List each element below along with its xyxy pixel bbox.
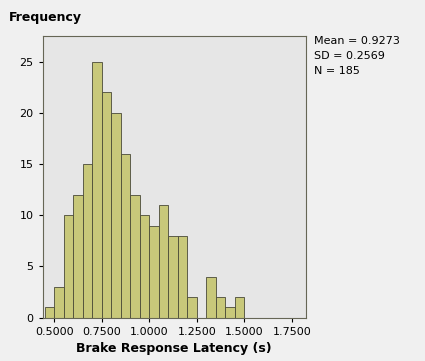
Bar xyxy=(140,215,149,318)
Bar xyxy=(206,277,216,318)
Bar xyxy=(74,195,83,318)
Bar xyxy=(111,113,121,318)
Bar xyxy=(149,226,159,318)
Bar xyxy=(130,195,140,318)
Bar xyxy=(159,205,168,318)
Bar xyxy=(83,164,92,318)
Bar xyxy=(54,287,64,318)
Bar xyxy=(235,297,244,318)
Bar xyxy=(187,297,197,318)
Bar xyxy=(102,92,111,318)
Bar xyxy=(178,236,187,318)
Bar xyxy=(168,236,178,318)
Text: Frequency: Frequency xyxy=(8,11,82,24)
Bar xyxy=(92,62,102,318)
Bar xyxy=(225,308,235,318)
Bar xyxy=(45,308,54,318)
Bar xyxy=(121,154,130,318)
Bar xyxy=(216,297,225,318)
Bar xyxy=(64,215,74,318)
Text: Mean = 0.9273
SD = 0.2569
N = 185: Mean = 0.9273 SD = 0.2569 N = 185 xyxy=(314,36,400,76)
X-axis label: Brake Response Latency (s): Brake Response Latency (s) xyxy=(76,342,272,355)
